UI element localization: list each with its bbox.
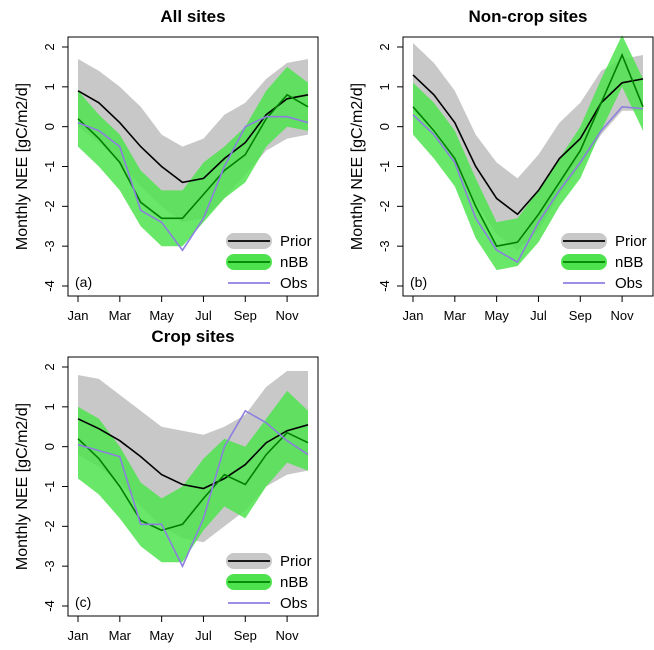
obs-line [412, 105, 644, 264]
x-tick-label: Nov [276, 628, 300, 643]
y-axis-label: Monthly NEE [gC/m2/d] [14, 83, 31, 250]
x-tick-label: Sep [234, 628, 257, 643]
x-tick-label: Mar [444, 308, 467, 323]
panel-title: Crop sites [151, 327, 234, 346]
x-tick-label: Jul [195, 628, 212, 643]
x-tick-label: May [484, 308, 509, 323]
panel-title: All sites [160, 7, 225, 26]
panel-tag: (b) [410, 274, 427, 290]
x-tick-label: Jan [68, 308, 89, 323]
x-tick-label: May [149, 628, 174, 643]
y-tick-label: -1 [377, 161, 392, 173]
x-tick-label: Mar [109, 628, 132, 643]
x-tick-label: Jan [68, 628, 89, 643]
legend-label: Prior [615, 233, 647, 250]
y-tick-label: 2 [42, 43, 57, 50]
nbb-uncertainty-band [78, 66, 308, 247]
x-tick-label: Jul [530, 308, 547, 323]
y-tick-label: -3 [377, 240, 392, 252]
y-tick-label: 1 [377, 83, 392, 90]
y-tick-label: -2 [42, 201, 57, 213]
x-tick-label: Sep [569, 308, 592, 323]
prior-line [77, 418, 309, 490]
y-tick-label: -4 [42, 600, 57, 612]
legend: Prior nBB Obs [226, 233, 312, 292]
y-tick-label: 0 [377, 123, 392, 130]
panel-tag: (a) [75, 274, 92, 290]
legend-label: nBB [280, 254, 308, 271]
x-tick-label: Jan [403, 308, 424, 323]
y-tick-label: 0 [42, 123, 57, 130]
nbb-uncertainty-band [78, 390, 308, 563]
y-tick-label: -3 [42, 560, 57, 572]
x-tick-label: Sep [234, 308, 257, 323]
panel-all-sites: All sites -4 -3 -2 -1 0 1 2 Jan Mar May Jul Sep Nov Mo… [14, 7, 319, 323]
y-tick-label: 0 [42, 443, 57, 450]
y-tick-label: -2 [377, 201, 392, 213]
nbb-uncertainty-band [413, 35, 643, 271]
legend: Prior nBB Obs [226, 553, 312, 612]
nbb-line [77, 431, 309, 532]
y-tick-label: -3 [42, 240, 57, 252]
legend-label: Prior [280, 553, 312, 570]
panel-non-crop-sites: Non-crop sites -4 -3 -2 -1 0 1 2 Jan Mar May Jul Sep… [349, 7, 654, 323]
legend-label: Obs [615, 275, 643, 292]
y-tick-label: 2 [42, 363, 57, 370]
nbb-line [412, 52, 644, 248]
y-tick-label: -4 [42, 280, 57, 292]
panel-title: Non-crop sites [468, 7, 587, 26]
x-tick-label: Mar [109, 308, 132, 323]
legend-label: Obs [280, 275, 308, 292]
x-tick-label: Nov [276, 308, 300, 323]
y-tick-label: 1 [42, 83, 57, 90]
y-tick-label: 1 [42, 403, 57, 410]
panel-tag: (c) [75, 594, 91, 610]
y-tick-label: -1 [42, 161, 57, 173]
legend-label: nBB [615, 254, 643, 271]
legend-label: Obs [280, 595, 308, 612]
legend-label: nBB [280, 574, 308, 591]
prior-uncertainty-band [78, 59, 308, 223]
y-axis-label: Monthly NEE [gC/m2/d] [14, 403, 31, 570]
y-axis-label: Monthly NEE [gC/m2/d] [349, 83, 366, 250]
y-tick-label: -1 [42, 481, 57, 493]
legend: Prior nBB Obs [561, 233, 647, 292]
y-tick-label: -4 [377, 280, 392, 292]
obs-line [77, 115, 309, 252]
y-tick-label: 2 [377, 43, 392, 50]
x-tick-label: Jul [195, 308, 212, 323]
x-tick-label: Nov [611, 308, 635, 323]
obs-line [77, 409, 309, 569]
panel-crop-sites: Crop sites -4 -3 -2 -1 0 1 2 Jan Mar May Jul Sep Nov M… [14, 327, 319, 643]
x-tick-label: May [149, 308, 174, 323]
nbb-line [77, 93, 309, 220]
prior-line [412, 74, 644, 216]
legend-label: Prior [280, 233, 312, 250]
y-tick-label: -2 [42, 521, 57, 533]
prior-line [77, 90, 309, 184]
